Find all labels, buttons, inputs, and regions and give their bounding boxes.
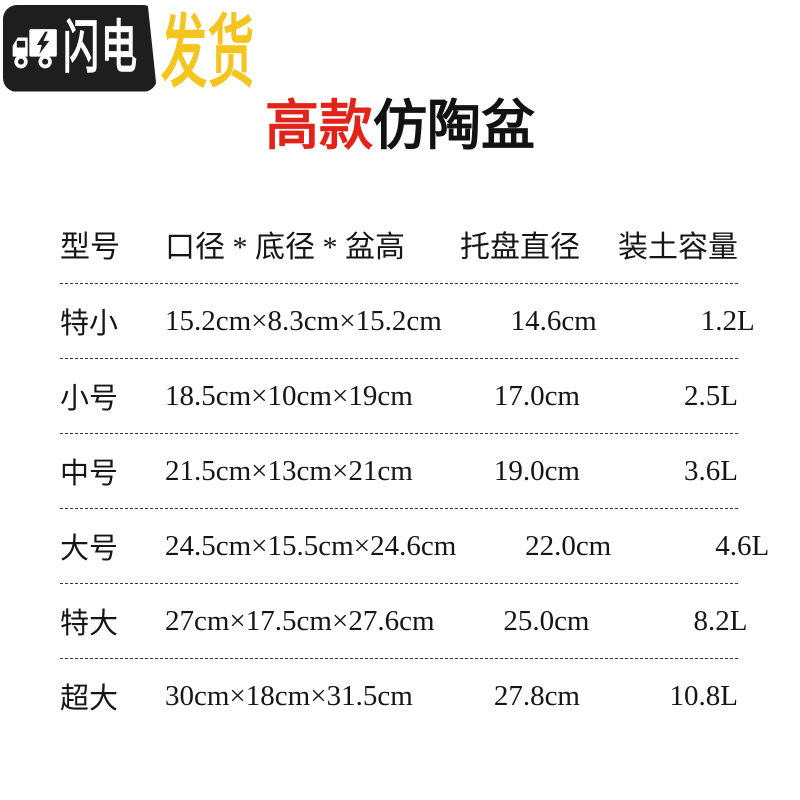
cell-dimensions: 18.5cm×10cm×19cm bbox=[165, 379, 413, 412]
table-header-row: 型号 口径 * 底径 * 盆高 托盘直径 装土容量 bbox=[60, 205, 738, 283]
cell-tray: 14.6cm bbox=[510, 304, 597, 337]
logo-text-shandian: 闪电 bbox=[63, 14, 140, 80]
cell-model: 超大 bbox=[60, 683, 119, 715]
cell-model: 大号 bbox=[60, 533, 119, 565]
page-title-highlight: 高款 bbox=[265, 96, 373, 156]
page-title-rest: 仿陶盆 bbox=[373, 96, 535, 156]
delivery-logo: 闪电 发货 bbox=[3, 3, 255, 93]
cell-model: 小号 bbox=[60, 383, 119, 415]
spec-table: 型号 口径 * 底径 * 盆高 托盘直径 装土容量 特小 15.2cm×8.3c… bbox=[60, 205, 769, 733]
page-title: 高款仿陶盆 bbox=[0, 96, 800, 156]
cell-capacity: 8.2L bbox=[693, 604, 748, 637]
cell-model: 特大 bbox=[60, 608, 119, 640]
table-row: 大号 24.5cm×15.5cm×24.6cm 22.0cm 4.6L bbox=[60, 508, 769, 583]
cell-capacity: 1.2L bbox=[700, 304, 755, 337]
cell-tray: 27.8cm bbox=[493, 679, 580, 712]
cell-capacity: 2.5L bbox=[684, 379, 738, 412]
truck-lightning-icon bbox=[12, 29, 57, 69]
cell-capacity: 3.6L bbox=[684, 454, 738, 487]
header-model: 型号 bbox=[60, 231, 120, 264]
cell-dimensions: 27cm×17.5cm×27.6cm bbox=[165, 604, 435, 637]
cell-dimensions: 30cm×18cm×31.5cm bbox=[165, 679, 413, 712]
cell-tray: 22.0cm bbox=[525, 529, 612, 562]
cell-tray: 19.0cm bbox=[493, 454, 580, 487]
table-row: 中号 21.5cm×13cm×21cm 19.0cm 3.6L bbox=[60, 433, 738, 508]
cell-tray: 17.0cm bbox=[493, 379, 580, 412]
table-row: 小号 18.5cm×10cm×19cm 17.0cm 2.5L bbox=[60, 358, 738, 433]
table-row: 特小 15.2cm×8.3cm×15.2cm 14.6cm 1.2L bbox=[60, 283, 755, 358]
cell-tray: 25.0cm bbox=[503, 604, 590, 637]
header-dimensions: 口径 * 底径 * 盆高 bbox=[165, 231, 405, 264]
cell-dimensions: 15.2cm×8.3cm×15.2cm bbox=[165, 304, 442, 337]
cell-model: 中号 bbox=[60, 458, 119, 490]
cell-model: 特小 bbox=[60, 308, 119, 340]
header-tray: 托盘直径 bbox=[460, 231, 580, 264]
table-row: 特大 27cm×17.5cm×27.6cm 25.0cm 8.2L bbox=[60, 583, 748, 658]
cell-dimensions: 21.5cm×13cm×21cm bbox=[165, 454, 413, 487]
cell-dimensions: 24.5cm×15.5cm×24.6cm bbox=[165, 529, 457, 562]
table-row: 超大 30cm×18cm×31.5cm 27.8cm 10.8L bbox=[60, 658, 738, 733]
logo-black-badge: 闪电 bbox=[3, 4, 157, 92]
header-capacity: 装土容量 bbox=[618, 231, 738, 264]
cell-capacity: 10.8L bbox=[669, 679, 738, 712]
logo-text-fahuo: 发货 bbox=[161, 7, 255, 97]
cell-capacity: 4.6L bbox=[715, 529, 770, 562]
